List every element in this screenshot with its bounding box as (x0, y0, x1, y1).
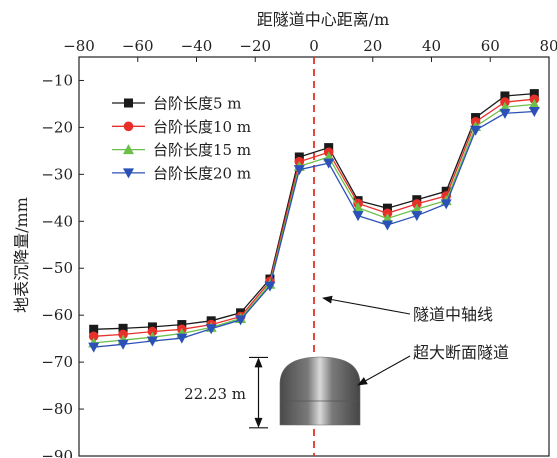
y-tick-label: −10 (41, 71, 73, 89)
series-layer (88, 89, 540, 353)
x-tick-label: 60 (481, 37, 500, 55)
tunnel-callout-label: 超大断面隧道 (413, 343, 509, 362)
data-point (381, 212, 393, 223)
depth-arrow-down (254, 417, 263, 428)
y-tick-label: −50 (41, 259, 73, 277)
data-point (323, 158, 335, 169)
legend-label: 台阶长度10 m (153, 118, 251, 136)
data-point (528, 98, 540, 109)
data-point (470, 125, 482, 136)
legend-item: 台阶长度5 m (112, 95, 242, 113)
data-point (440, 199, 452, 210)
legend: 台阶长度5 m 台阶长度10 m 台阶长度15 m 台阶长度20 m (112, 95, 251, 182)
x-tick-label: −60 (122, 37, 154, 55)
series-line (93, 103, 535, 344)
legend-label: 台阶长度15 m (153, 141, 251, 159)
legend-marker (123, 144, 134, 155)
y-tick-label: −80 (41, 400, 73, 418)
y-tick-label: −70 (41, 353, 73, 371)
data-point (411, 211, 423, 222)
legend-marker (124, 98, 133, 108)
y-tick-label: −40 (41, 212, 73, 230)
data-point (382, 203, 392, 213)
legend-item: 台阶长度20 m (112, 164, 251, 182)
x-tick-label: 0 (309, 37, 319, 55)
data-point (146, 336, 158, 347)
data-point (147, 326, 158, 337)
x-axis-ticks: −80 −60 −40 −20 0 20 40 60 80 (63, 37, 557, 62)
data-point (528, 106, 540, 117)
depth-arrow-up (254, 357, 263, 368)
data-point (118, 323, 128, 333)
y-axis-ticks: −10 −20 −30 −40 −50 −60 −70 −80 −90 (41, 71, 84, 458)
data-point (235, 315, 247, 326)
legend-marker (123, 168, 134, 179)
x-tick-label: −40 (181, 37, 213, 55)
tunnel-callout-arrow (357, 355, 411, 386)
data-point (381, 220, 393, 231)
data-point (176, 333, 188, 344)
data-point (118, 329, 128, 340)
series-line (93, 98, 535, 337)
series-4 (88, 106, 540, 353)
axis-callout-arrow (322, 295, 411, 315)
y-tick-label: −60 (41, 306, 73, 324)
series-line (93, 92, 535, 330)
data-point (500, 91, 510, 101)
legend-marker (123, 121, 134, 132)
depth-label: 22.23 m (184, 385, 246, 403)
y-tick-label: −20 (41, 118, 73, 136)
x-axis-title: 距隧道中心距离/m (257, 10, 390, 29)
data-point (89, 324, 99, 334)
y-tick-label: −30 (41, 165, 73, 183)
legend-item: 台阶长度15 m (112, 141, 251, 159)
data-point (529, 89, 539, 99)
data-point (264, 281, 276, 292)
data-point (88, 331, 99, 342)
data-point (293, 165, 305, 176)
y-tick-label: −90 (41, 447, 73, 458)
depth-dimension (249, 356, 268, 429)
data-point (205, 324, 217, 335)
data-point (411, 203, 423, 214)
tunnel-cross-section (279, 356, 361, 426)
x-tick-label: 20 (363, 37, 382, 55)
legend-label: 台阶长度20 m (153, 164, 251, 182)
data-point (352, 211, 364, 222)
x-tick-label: −80 (63, 37, 95, 55)
x-tick-label: 80 (539, 37, 557, 55)
x-tick-label: 40 (422, 37, 441, 55)
x-tick-label: −20 (239, 37, 271, 55)
data-point (117, 339, 129, 350)
legend-item: 台阶长度10 m (112, 118, 251, 136)
y-axis-title: 地表沉降量/mm (12, 197, 31, 313)
series-line (93, 110, 535, 348)
legend-label: 台阶长度5 m (153, 95, 242, 113)
data-point (88, 342, 100, 353)
data-point (499, 108, 511, 119)
axis-callout-label: 隧道中轴线 (413, 305, 493, 324)
